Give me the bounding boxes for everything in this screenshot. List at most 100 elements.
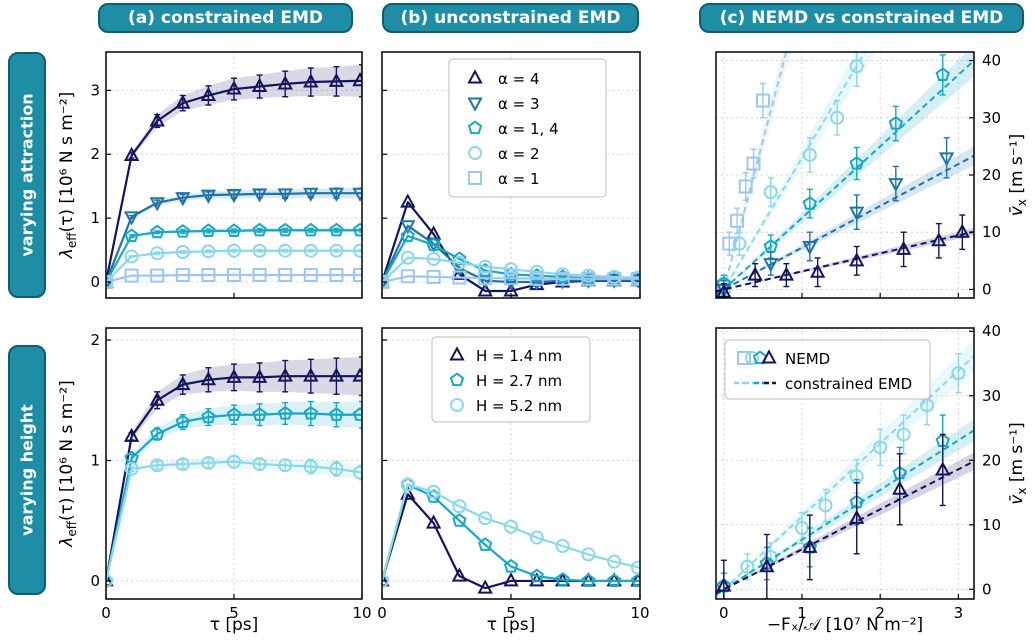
data-point <box>352 367 362 382</box>
row-label-top-text: varying attraction <box>17 93 37 257</box>
data-point <box>150 246 165 261</box>
data-point <box>400 228 415 243</box>
data-point <box>452 513 467 527</box>
x-tick-label: 1 <box>797 604 807 622</box>
legend-frame <box>431 336 591 423</box>
series-1 <box>106 187 362 291</box>
data-point <box>200 86 217 101</box>
legend-label: α = 3 <box>498 95 540 113</box>
data-point <box>252 243 267 258</box>
data-point <box>747 266 763 281</box>
data-point <box>426 484 441 499</box>
series-2 <box>716 433 974 599</box>
data-point <box>352 222 362 237</box>
data-point <box>303 459 318 474</box>
data-point <box>328 187 345 202</box>
x-tick-label: 0 <box>101 604 111 622</box>
legend-marker <box>745 351 759 365</box>
series-line <box>382 483 640 582</box>
series-line <box>382 256 640 283</box>
panel-b-header: (b) unconstrained EMD <box>382 3 639 33</box>
data-point <box>630 573 640 588</box>
data-point <box>529 572 545 587</box>
data-point <box>278 458 293 473</box>
data-point <box>452 270 467 285</box>
legend-label: H = 5.2 nm <box>476 397 562 415</box>
data-point <box>400 477 415 492</box>
data-point <box>328 72 345 87</box>
data-point <box>226 188 242 204</box>
data-point <box>426 269 441 284</box>
data-point <box>888 115 903 130</box>
data-point <box>251 188 268 203</box>
data-point <box>849 156 864 170</box>
data-point <box>303 405 318 420</box>
legend-marker <box>468 171 482 185</box>
data-point <box>920 398 935 413</box>
data-point <box>226 223 242 238</box>
data-point <box>426 237 441 252</box>
fit-line <box>717 52 867 298</box>
data-point <box>504 519 518 534</box>
panel-b-top: α = 4 α = 3 α = 1, 4 α = 2 α = 1 <box>381 51 641 299</box>
legend-marker <box>468 146 482 160</box>
panel-a-header: (a) constrained EMD <box>98 3 353 33</box>
data-point <box>873 440 888 455</box>
series-0 <box>716 52 791 298</box>
fit-band <box>716 339 974 598</box>
series-4 <box>716 214 974 298</box>
data-point <box>938 152 955 167</box>
data-point <box>935 461 951 476</box>
x-tick-label: 10 <box>352 604 371 622</box>
data-point <box>149 197 165 212</box>
series-line <box>106 273 362 284</box>
data-point <box>252 407 267 421</box>
plot-area <box>716 328 974 599</box>
data-point <box>830 110 845 125</box>
data-point <box>328 367 345 382</box>
legend-label: H = 1.4 nm <box>476 347 562 365</box>
data-point <box>277 367 293 382</box>
data-point <box>555 572 570 586</box>
fit-band <box>716 419 974 595</box>
data-point <box>581 573 596 588</box>
row-label-bottom: varying height <box>8 345 46 595</box>
legend-marker <box>449 346 465 361</box>
data-point <box>896 427 911 442</box>
data-point <box>226 368 242 383</box>
data-point <box>888 178 904 193</box>
data-point <box>607 573 622 588</box>
y-tick-label: 40 <box>982 52 1001 70</box>
y-tick-label: 1 <box>90 451 100 469</box>
data-point <box>124 249 139 264</box>
fit-band <box>716 52 974 298</box>
data-point <box>738 179 753 194</box>
data-point <box>529 530 544 545</box>
data-point <box>504 271 518 286</box>
legend-marker <box>467 97 483 112</box>
data-point <box>150 426 165 441</box>
data-point <box>382 573 389 588</box>
fit-line <box>716 429 974 596</box>
fit-line <box>716 59 974 298</box>
data-point <box>201 223 216 238</box>
data-point <box>123 427 140 442</box>
data-point <box>303 187 319 202</box>
panel-b-bottom: 0 5 10 τ [ps] H = 1.4 nm H = 2.7 nm H = 5.2 nm <box>377 327 650 635</box>
data-point <box>175 375 191 391</box>
data-point <box>778 266 795 281</box>
data-point <box>251 368 268 383</box>
legend-frame <box>724 339 931 400</box>
data-point <box>200 189 217 204</box>
series-2 <box>382 477 640 588</box>
legend-marker <box>752 350 768 365</box>
data-point <box>150 458 165 473</box>
y-tick-label: 2 <box>90 331 100 349</box>
y-tick-label: 2 <box>90 145 100 163</box>
data-point <box>175 224 190 238</box>
data-point <box>892 480 908 495</box>
data-point <box>227 454 241 469</box>
data-point <box>175 192 191 207</box>
legend: α = 4 α = 3 α = 1, 4 α = 2 α = 1 <box>448 58 607 198</box>
